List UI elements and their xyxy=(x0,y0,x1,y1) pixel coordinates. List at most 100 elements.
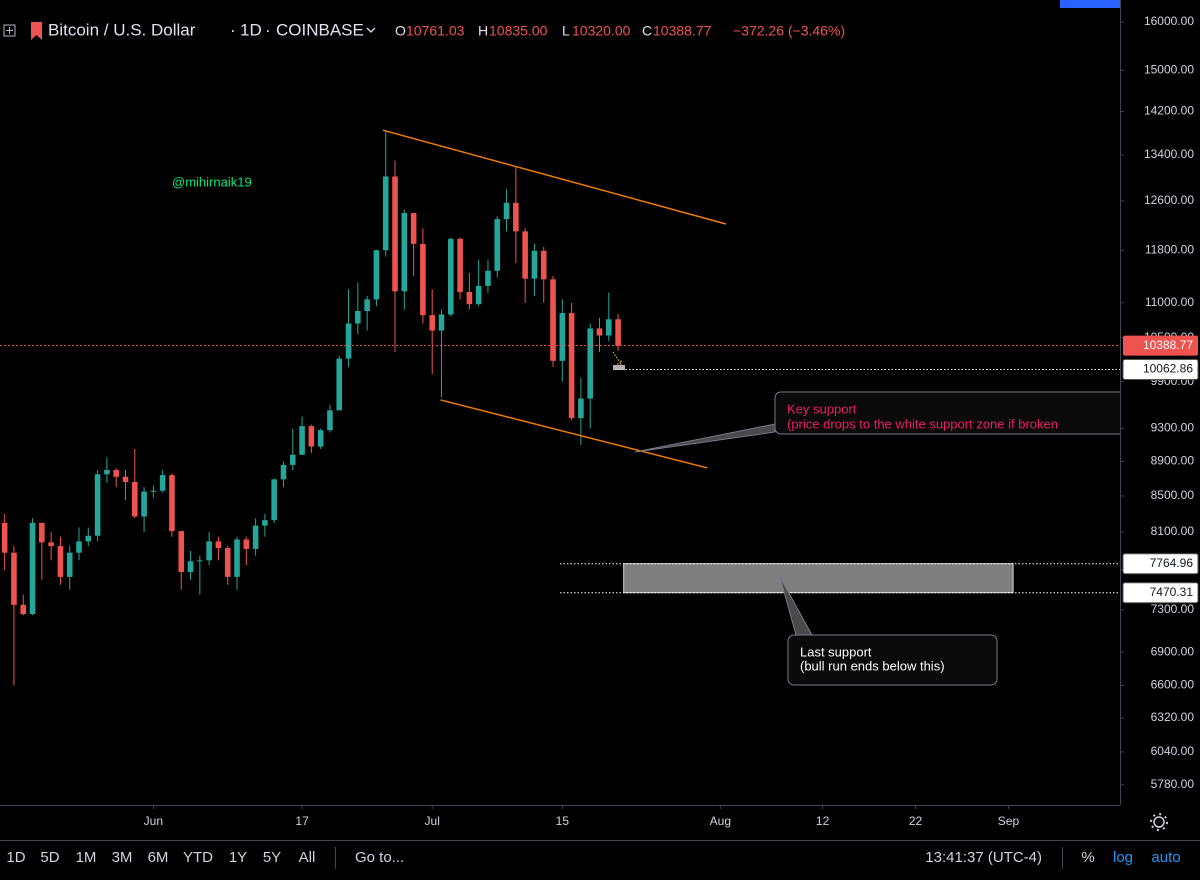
candle-body xyxy=(169,475,175,532)
x-tick-label: Jul xyxy=(425,814,440,828)
x-tick-label: Sep xyxy=(998,814,1020,828)
sep-dot: · xyxy=(265,20,271,39)
y-tick-label: 8900.00 xyxy=(1151,454,1195,468)
range-button[interactable]: YTD xyxy=(183,849,213,866)
marker-arrow xyxy=(612,351,622,365)
candle-body xyxy=(234,539,240,577)
candle-body xyxy=(615,319,621,346)
price-label-box xyxy=(1122,358,1199,380)
candle-body xyxy=(531,250,538,279)
candle-body xyxy=(550,279,556,361)
y-tick-label: 12600.00 xyxy=(1144,193,1194,207)
callout-text: (price drops to the white support zone i… xyxy=(787,416,1058,431)
candle-body xyxy=(587,328,593,399)
candle-body xyxy=(224,547,231,577)
range-button[interactable]: All xyxy=(299,849,316,866)
toolbar: 1D 5D 1M 3M 6M YTD 1Y 5Y All Go to... 13:41:37 (UT… xyxy=(0,840,1200,869)
candle-body xyxy=(568,313,575,419)
x-tick-label: Aug xyxy=(710,814,731,828)
range-button[interactable]: 1M xyxy=(76,849,97,866)
x-tick-label: 17 xyxy=(295,814,309,828)
candle-body xyxy=(104,469,110,475)
candle-body xyxy=(457,238,463,292)
candle-body xyxy=(327,410,333,431)
callout-text: Key support xyxy=(787,401,857,416)
candle-body xyxy=(410,213,417,244)
candle-body xyxy=(280,464,287,480)
price-axis-bg xyxy=(1120,0,1200,840)
candle-body xyxy=(475,285,482,305)
y-tick-label: 8500.00 xyxy=(1151,488,1195,502)
candle-body xyxy=(76,541,82,553)
time-axis: Jun 17 Jul 15 Aug 12 22 Sep xyxy=(0,805,1200,840)
header-icon[interactable] xyxy=(3,24,16,37)
ohlc-value: 10388.77 xyxy=(653,23,712,39)
candle-body xyxy=(522,231,528,279)
interval: 1D xyxy=(240,20,262,39)
candle-body xyxy=(299,426,305,455)
candle-body xyxy=(57,546,64,577)
candle-body xyxy=(540,250,547,280)
candle-body xyxy=(122,476,129,482)
candle-body xyxy=(197,560,203,562)
candle-body xyxy=(11,552,17,605)
candle-body xyxy=(66,552,73,577)
candle-body xyxy=(150,490,157,492)
legend-header: Bitcoin / U.S. Dollar · 1D · COINBASE O 10761.… xyxy=(3,0,1120,40)
ohlc-key: H xyxy=(478,23,488,39)
candle-body xyxy=(289,454,296,465)
ohlc-value: 10320.00 xyxy=(572,23,631,39)
support-zone xyxy=(623,563,1014,594)
range-button[interactable]: 5D xyxy=(40,849,59,866)
candle-body xyxy=(1,522,8,553)
range-button[interactable]: 6M xyxy=(148,849,169,866)
price-label-box xyxy=(1122,553,1199,575)
clock[interactable]: 13:41:37 (UTC-4) xyxy=(925,849,1042,866)
candle-body xyxy=(262,520,268,526)
callout: Key support(price drops to the white sup… xyxy=(634,391,1156,453)
ohlc-key: O xyxy=(395,23,406,39)
scale-option[interactable]: auto xyxy=(1151,849,1180,866)
chevron[interactable] xyxy=(366,27,376,33)
price-label: 7470.31 xyxy=(1150,585,1194,599)
candle-body xyxy=(606,319,612,336)
callout-text: Last support xyxy=(800,644,872,659)
range-button[interactable]: 5Y xyxy=(263,849,281,866)
candle-body xyxy=(141,491,147,517)
candle-body xyxy=(48,542,54,547)
candle-body xyxy=(559,313,566,361)
candle-body xyxy=(364,299,370,312)
candle-body xyxy=(494,219,501,271)
scale-option[interactable]: % xyxy=(1081,849,1094,866)
candle-body xyxy=(401,213,408,292)
settings-gear[interactable] xyxy=(1153,816,1165,828)
candle-body xyxy=(252,525,259,549)
candle-body xyxy=(596,328,603,336)
scale-option[interactable]: log xyxy=(1113,849,1133,866)
ohlc-key: L xyxy=(562,23,570,39)
price-label: 10388.77 xyxy=(1143,338,1193,352)
y-tick-label: 6040.00 xyxy=(1151,744,1195,758)
x-tick-label: Jun xyxy=(144,814,163,828)
candle-body xyxy=(85,535,92,542)
candle-body xyxy=(39,522,45,543)
sep-dot: · xyxy=(230,20,236,39)
candle-body xyxy=(466,291,473,305)
settings-gear-dots xyxy=(1150,813,1168,831)
price-label: 10062.86 xyxy=(1143,362,1193,376)
range-button[interactable]: 1D xyxy=(6,849,25,866)
candle-body xyxy=(355,311,361,324)
trendline xyxy=(440,399,708,469)
range-button[interactable]: 1Y xyxy=(229,849,247,866)
candle-body xyxy=(438,314,445,331)
trendline xyxy=(382,129,727,225)
goto-button[interactable]: Go to... xyxy=(355,849,404,866)
range-button[interactable]: 3M xyxy=(112,849,133,866)
y-tick-label: 9300.00 xyxy=(1151,421,1195,435)
candle-body xyxy=(336,358,343,411)
candle-body xyxy=(243,539,250,549)
candle-body xyxy=(271,479,277,521)
candle-body xyxy=(317,430,324,447)
callout-box xyxy=(787,634,998,686)
